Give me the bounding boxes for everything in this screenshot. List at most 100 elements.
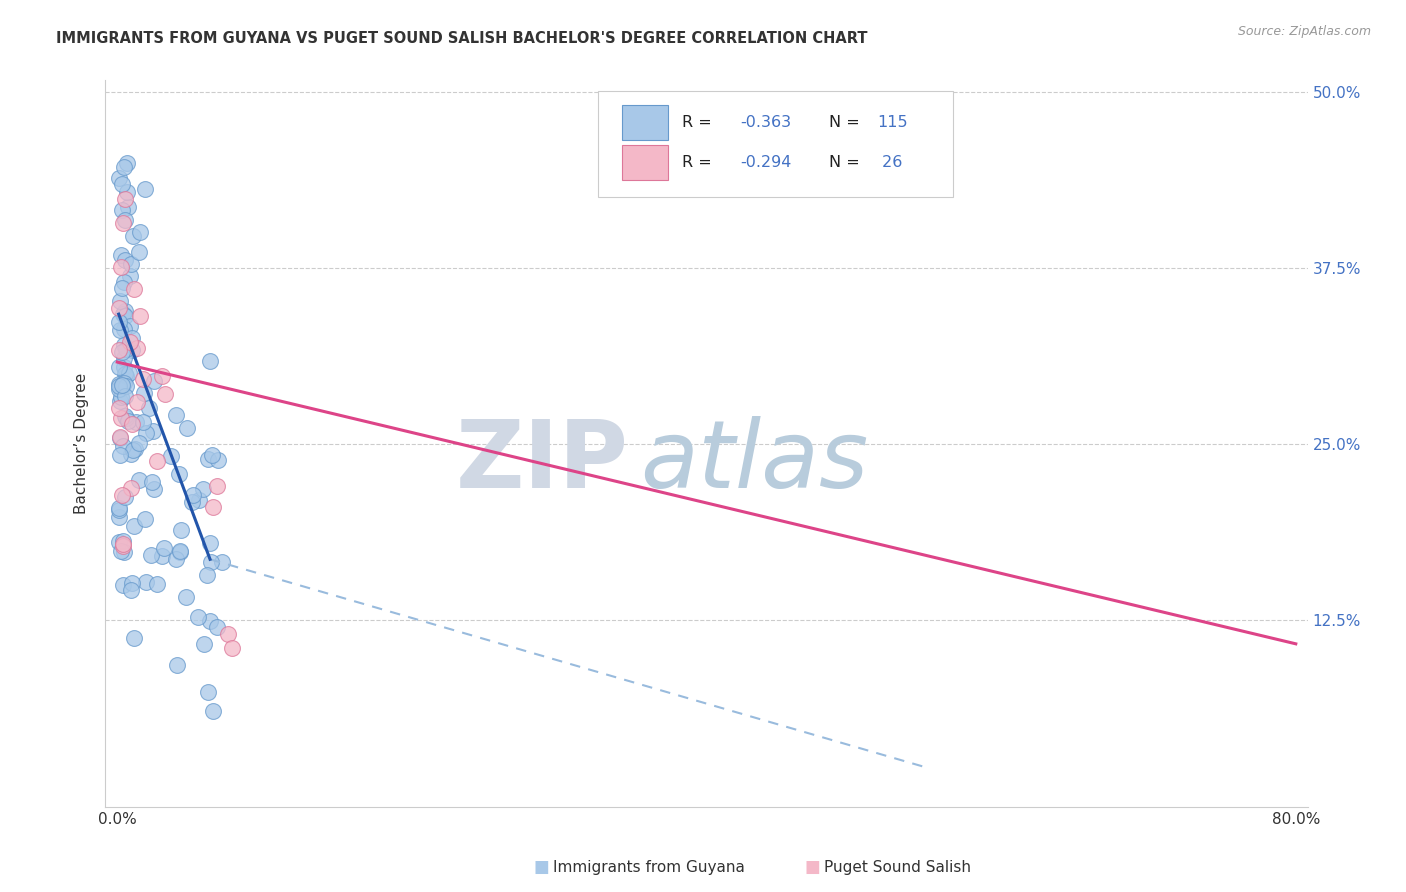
Point (120, 269, 142, 284)
Point (122, 283, 145, 297)
FancyBboxPatch shape (599, 91, 953, 196)
Text: Immigrants from Guyana: Immigrants from Guyana (553, 860, 744, 874)
Point (111, 378, 134, 392)
Point (115, 411, 138, 425)
Point (120, 481, 142, 495)
Point (114, 303, 136, 318)
Point (117, 414, 139, 428)
Point (111, 378, 134, 392)
Point (165, 408, 187, 422)
Point (112, 359, 135, 374)
Point (134, 425, 156, 440)
Point (114, 409, 136, 423)
Point (120, 257, 142, 271)
Point (129, 310, 152, 324)
Point (211, 555, 233, 569)
Point (107, 376, 129, 391)
Point (115, 378, 138, 392)
Point (112, 376, 135, 390)
Point (107, 500, 129, 515)
Point (111, 439, 134, 453)
Point (207, 452, 229, 467)
Point (121, 331, 143, 345)
Point (110, 544, 132, 558)
Point (110, 390, 132, 404)
Point (181, 488, 204, 502)
Point (128, 245, 150, 260)
Point (111, 307, 134, 321)
Point (142, 483, 165, 497)
Point (132, 372, 155, 386)
Point (197, 685, 219, 699)
Point (108, 315, 131, 329)
Point (121, 575, 143, 590)
Point (107, 301, 129, 315)
Point (152, 541, 174, 555)
Point (174, 591, 197, 605)
Point (115, 342, 138, 356)
Point (201, 705, 224, 719)
Point (122, 443, 145, 458)
Point (153, 387, 176, 401)
Point (198, 536, 221, 550)
Point (181, 495, 204, 509)
Point (124, 518, 146, 533)
Point (166, 658, 188, 673)
Point (112, 276, 135, 290)
Point (132, 415, 155, 429)
Point (207, 479, 229, 493)
Point (115, 156, 138, 170)
Point (135, 574, 157, 589)
Point (129, 225, 152, 239)
Point (114, 309, 136, 323)
Point (108, 431, 131, 445)
Text: IMMIGRANTS FROM GUYANA VS PUGET SOUND SALISH BACHELOR'S DEGREE CORRELATION CHART: IMMIGRANTS FROM GUYANA VS PUGET SOUND SA… (56, 31, 868, 46)
Point (150, 369, 173, 384)
Point (187, 610, 209, 624)
Point (125, 394, 148, 409)
Point (111, 534, 134, 549)
Point (117, 200, 139, 214)
Point (110, 382, 132, 396)
Bar (623, 105, 668, 140)
Point (107, 534, 129, 549)
Point (108, 323, 131, 337)
Text: R =: R = (682, 155, 717, 170)
Point (111, 537, 134, 551)
Point (110, 260, 132, 275)
Point (115, 369, 138, 384)
Point (145, 577, 167, 591)
Point (205, 619, 228, 633)
Point (111, 578, 134, 592)
Point (169, 545, 191, 559)
Bar (623, 145, 668, 180)
Point (111, 281, 134, 295)
Point (191, 483, 214, 497)
Point (167, 467, 190, 481)
Text: ■: ■ (804, 858, 821, 876)
Point (120, 447, 142, 461)
Text: Source: ZipAtlas.com: Source: ZipAtlas.com (1237, 25, 1371, 38)
Point (197, 451, 219, 466)
Point (200, 555, 222, 569)
Point (112, 161, 135, 175)
Point (118, 334, 141, 349)
Text: atlas: atlas (640, 417, 869, 508)
Point (134, 385, 156, 400)
Point (121, 417, 143, 431)
Point (110, 430, 132, 444)
Point (110, 247, 132, 261)
Point (128, 473, 150, 487)
Point (108, 503, 131, 517)
Point (110, 394, 132, 409)
Point (114, 212, 136, 227)
Point (108, 379, 131, 393)
Point (142, 424, 165, 438)
Point (110, 448, 132, 462)
Point (122, 631, 145, 645)
Point (143, 375, 166, 389)
Point (112, 215, 135, 229)
Point (176, 421, 198, 435)
Point (107, 359, 129, 374)
Point (195, 567, 218, 582)
